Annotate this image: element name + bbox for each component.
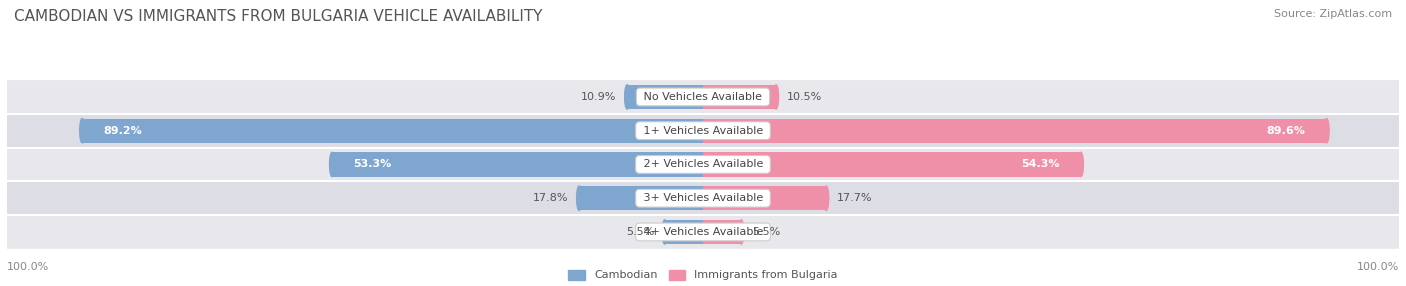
Text: 3+ Vehicles Available: 3+ Vehicles Available [640, 193, 766, 203]
Legend: Cambodian, Immigrants from Bulgaria: Cambodian, Immigrants from Bulgaria [568, 270, 838, 281]
Bar [703, 220, 741, 244]
Bar [665, 220, 703, 244]
Text: 4+ Vehicles Available: 4+ Vehicles Available [640, 227, 766, 237]
FancyBboxPatch shape [7, 215, 1399, 249]
Bar [627, 85, 703, 109]
Text: 54.3%: 54.3% [1022, 160, 1060, 169]
Text: CAMBODIAN VS IMMIGRANTS FROM BULGARIA VEHICLE AVAILABILITY: CAMBODIAN VS IMMIGRANTS FROM BULGARIA VE… [14, 9, 543, 23]
Text: 10.9%: 10.9% [581, 92, 617, 102]
Circle shape [80, 119, 84, 143]
Text: 5.5%: 5.5% [626, 227, 654, 237]
FancyBboxPatch shape [7, 80, 1399, 114]
Circle shape [1078, 152, 1084, 176]
Text: 17.7%: 17.7% [837, 193, 872, 203]
Circle shape [738, 220, 744, 244]
Text: 2+ Vehicles Available: 2+ Vehicles Available [640, 160, 766, 169]
Circle shape [329, 152, 335, 176]
Circle shape [1324, 119, 1329, 143]
Bar [579, 186, 703, 210]
Circle shape [624, 85, 630, 109]
Text: 5.5%: 5.5% [752, 227, 780, 237]
Text: No Vehicles Available: No Vehicles Available [640, 92, 766, 102]
Bar [703, 119, 1327, 143]
Bar [82, 119, 703, 143]
Circle shape [662, 220, 668, 244]
FancyBboxPatch shape [7, 114, 1399, 148]
Bar [703, 85, 776, 109]
Text: 10.5%: 10.5% [786, 92, 821, 102]
Text: 1+ Vehicles Available: 1+ Vehicles Available [640, 126, 766, 136]
Text: 53.3%: 53.3% [353, 160, 391, 169]
FancyBboxPatch shape [7, 148, 1399, 181]
Circle shape [773, 85, 779, 109]
FancyBboxPatch shape [7, 181, 1399, 215]
Text: 89.2%: 89.2% [103, 126, 142, 136]
Bar [332, 152, 703, 176]
Bar [703, 152, 1081, 176]
Bar [703, 186, 827, 210]
Text: 100.0%: 100.0% [1357, 262, 1399, 272]
Circle shape [824, 186, 828, 210]
Text: 89.6%: 89.6% [1267, 126, 1306, 136]
Text: 17.8%: 17.8% [533, 193, 568, 203]
Text: Source: ZipAtlas.com: Source: ZipAtlas.com [1274, 9, 1392, 19]
Text: 100.0%: 100.0% [7, 262, 49, 272]
Circle shape [576, 186, 582, 210]
